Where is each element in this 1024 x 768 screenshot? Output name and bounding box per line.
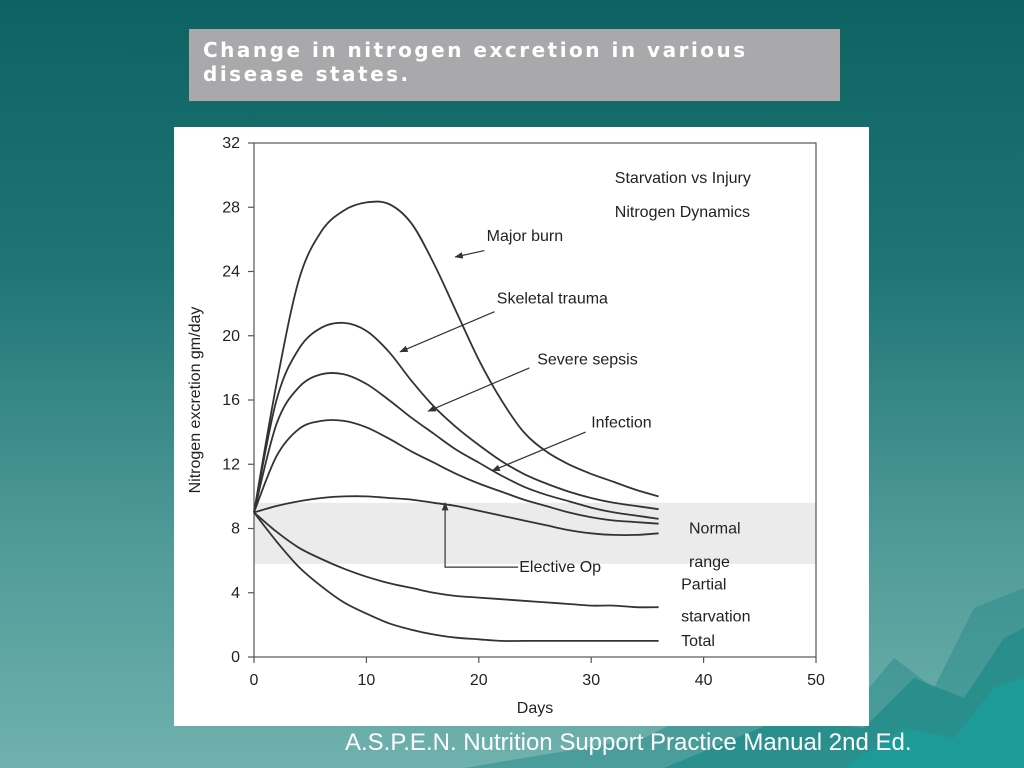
y-tick-label: 8 (231, 521, 240, 538)
series-line-total (253, 511, 659, 642)
y-tick-label: 0 (231, 649, 240, 666)
series-arrow-elective-op (441, 501, 519, 568)
series-label-severe-sepsis: Severe sepsis (537, 352, 638, 369)
y-tick-label: 12 (222, 456, 240, 473)
series-label-total: Total (681, 633, 715, 650)
series-label-partial-starvation-line-2: starvation (681, 609, 750, 626)
x-tick-label: 50 (807, 672, 825, 689)
x-axis-label: Days (517, 700, 553, 717)
series-arrow-skeletal-trauma (399, 311, 495, 353)
mountain-decoration (464, 588, 1024, 768)
nitrogen-excretion-chart: 0 4 8 12 16 20 24 28 32 0 10 20 30 40 50 Days Nitrogen e… (187, 135, 825, 717)
slide-title-line-1: Change in nitrogen excretion in various (203, 38, 748, 62)
normal-range-band (254, 502, 816, 564)
x-tick-label: 30 (582, 672, 600, 689)
series-arrow-major-burn (454, 250, 485, 259)
series-arrow-infection (491, 431, 586, 472)
y-tick-label: 28 (222, 199, 240, 216)
y-tick-label: 4 (231, 585, 240, 602)
chart-title-line-2: Nitrogen Dynamics (615, 204, 750, 221)
chart-title-line-1: Starvation vs Injury (615, 170, 751, 187)
series-line-major-burn (253, 200, 659, 513)
series-line-partial-starvation (253, 511, 659, 609)
series-label-skeletal-trauma: Skeletal trauma (497, 291, 608, 308)
series-label-partial-starvation-line-1: Partial (681, 577, 726, 594)
series-label-infection: Infection (591, 414, 651, 431)
series-label-major-burn: Major burn (487, 228, 563, 245)
citation: A.S.P.E.N. Nutrition Support Practice Ma… (345, 729, 912, 756)
series-line-infection (253, 419, 659, 525)
series-line-skeletal-trauma (253, 321, 659, 513)
series-line-severe-sepsis (253, 372, 659, 520)
normal-range-label-line-1: Normal (689, 520, 741, 537)
y-tick-label: 32 (222, 135, 240, 152)
slide-title-line-2: disease states. (203, 62, 411, 86)
y-axis-label: Nitrogen excretion gm/day (187, 307, 204, 494)
x-tick-label: 40 (695, 672, 713, 689)
normal-range-label-line-2: range (689, 554, 730, 571)
y-tick-label: 20 (222, 328, 240, 345)
x-tick-label: 20 (470, 672, 488, 689)
x-tick-label: 0 (250, 672, 259, 689)
y-tick-label: 16 (222, 392, 240, 409)
chart-panel: 0 4 8 12 16 20 24 28 32 0 10 20 30 40 50 Days Nitrogen e… (174, 127, 869, 726)
series-line-elective-op (253, 495, 659, 537)
y-tick-label: 24 (222, 264, 240, 281)
x-tick-label: 10 (358, 672, 376, 689)
slide-title-box: Change in nitrogen excretion in various … (189, 29, 840, 101)
series-arrow-severe-sepsis (427, 367, 530, 412)
series-label-elective-op: Elective Op (519, 559, 601, 576)
